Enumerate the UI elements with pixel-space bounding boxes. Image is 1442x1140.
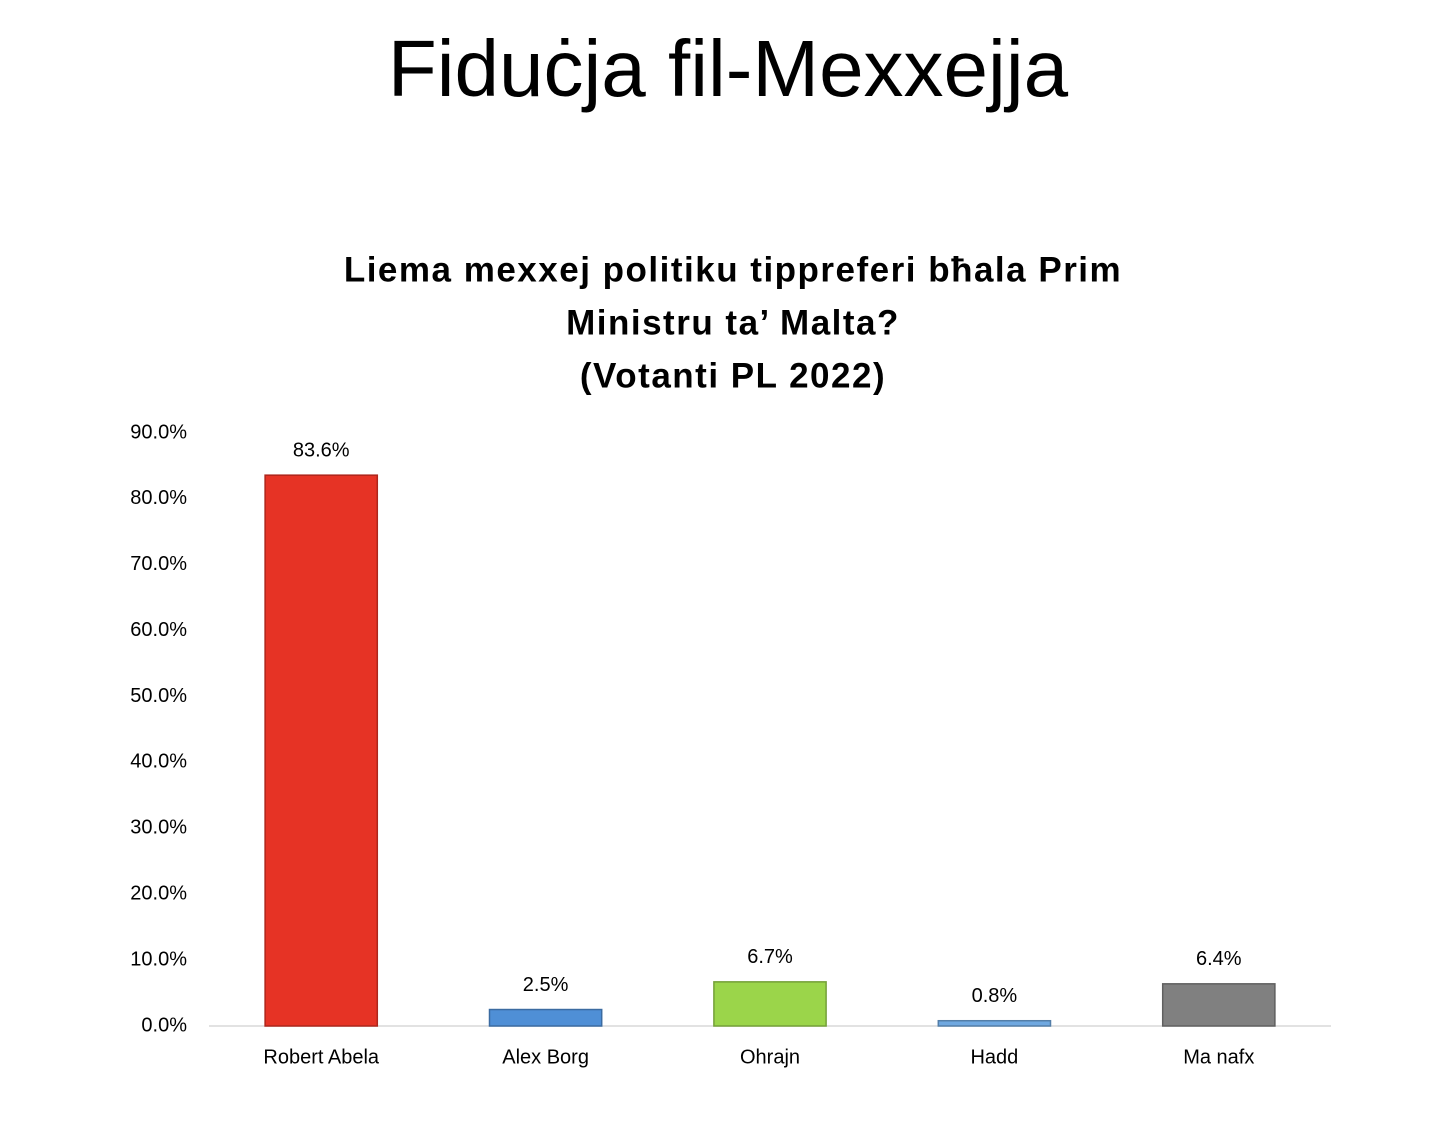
- y-tick-label: 30.0%: [130, 817, 187, 839]
- bar: [713, 981, 827, 1027]
- chart-subtitle: (Votanti PL 2022): [580, 356, 886, 395]
- y-tick-label: 70.0%: [130, 553, 187, 575]
- y-tick-label: 50.0%: [130, 685, 187, 707]
- bar: [264, 474, 379, 1027]
- chart-subtitle: Ministru ta’ Malta?: [566, 303, 900, 342]
- x-tick-label: Hadd: [970, 1046, 1018, 1068]
- y-tick-label: 10.0%: [130, 948, 187, 970]
- value-label: 2.5%: [523, 974, 569, 996]
- x-tick-label: Alex Borg: [502, 1046, 589, 1068]
- bar: [937, 1019, 1052, 1027]
- x-tick-label: Ohrajn: [740, 1046, 800, 1068]
- bar: [1161, 983, 1276, 1027]
- value-label: 0.8%: [972, 985, 1018, 1007]
- value-label: 6.4%: [1196, 948, 1242, 970]
- y-tick-label: 80.0%: [130, 487, 187, 509]
- y-tick-label: 40.0%: [130, 751, 187, 773]
- bar: [488, 1008, 603, 1027]
- chart-title: Fiduċja fil-Mexxejja: [388, 24, 1069, 113]
- value-label: 83.6%: [293, 439, 350, 461]
- x-tick-label: Ma nafx: [1183, 1046, 1254, 1068]
- x-tick-label: Robert Abela: [263, 1046, 380, 1068]
- y-tick-label: 60.0%: [130, 619, 187, 641]
- value-label: 6.7%: [747, 946, 793, 968]
- y-tick-label: 90.0%: [130, 421, 187, 443]
- y-tick-label: 20.0%: [130, 883, 187, 905]
- y-tick-label: 0.0%: [141, 1014, 187, 1036]
- chart-subtitle: Liema mexxej politiku tippreferi bħala P…: [344, 250, 1122, 289]
